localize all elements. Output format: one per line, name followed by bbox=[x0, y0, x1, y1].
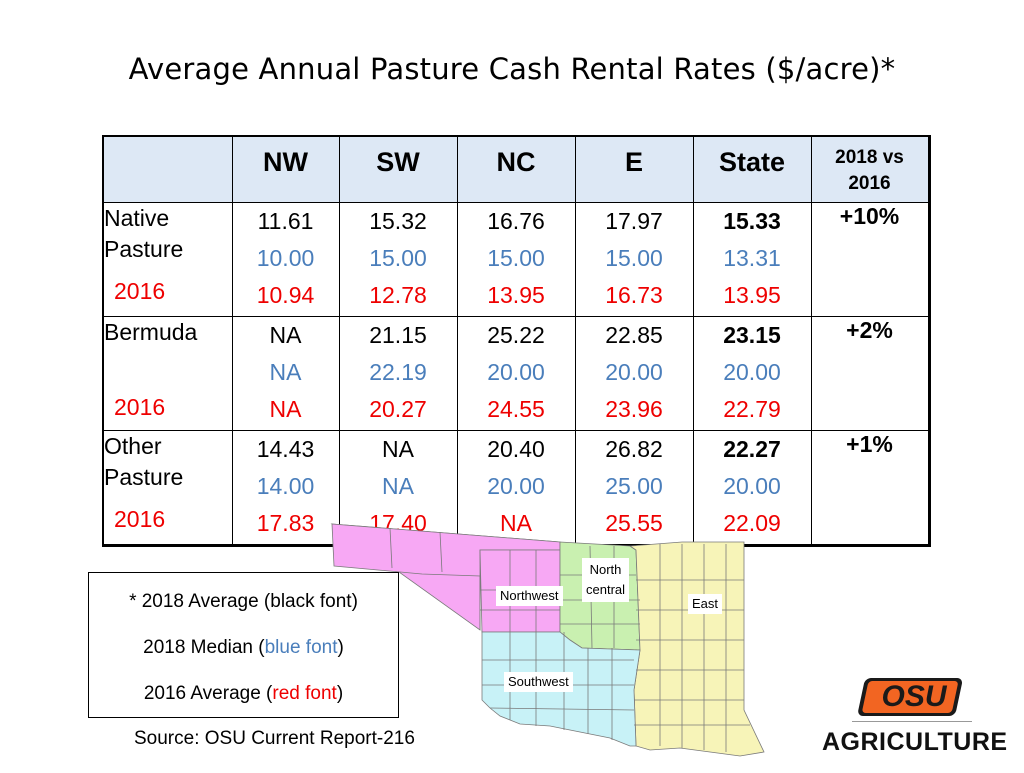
legend-box: * 2018 Average (black font) 2018 Median … bbox=[88, 572, 399, 718]
header-nw: NW bbox=[231, 135, 340, 203]
cell-sw: 15.32 15.00 12.78 bbox=[338, 201, 458, 317]
osu-logo-mark: OSU bbox=[858, 678, 963, 716]
logo-divider bbox=[852, 721, 972, 722]
cell-state: 22.27 20.00 22.09 bbox=[692, 429, 812, 546]
cell-nw: NA NA NA bbox=[231, 315, 340, 431]
legend-line-median-2018: 2018 Median (blue font) bbox=[143, 637, 344, 658]
legend-line-average-2018: * 2018 Average (black font) bbox=[129, 591, 358, 612]
map-label-north-central: North central bbox=[582, 558, 630, 602]
row-year: 2016 bbox=[114, 505, 166, 532]
row-year: 2016 bbox=[114, 393, 166, 420]
logo-wordmark: AGRICULTURE bbox=[822, 728, 1008, 756]
header-row: NW SW NC E State 2018 vs 2016 bbox=[102, 135, 930, 203]
osu-agriculture-logo: OSU AGRICULTURE bbox=[822, 668, 1008, 760]
cell-e: 17.97 15.00 16.73 bbox=[574, 201, 694, 317]
table-row-bermuda: Bermuda 2016 NA NA NA 21.15 22.19 20.27 … bbox=[102, 315, 930, 431]
page-title: Average Annual Pasture Cash Rental Rates… bbox=[128, 52, 896, 86]
header-2018-vs-2016: 2018 vs 2016 bbox=[810, 135, 930, 203]
map-label-east: East bbox=[688, 594, 723, 614]
row-year: 2016 bbox=[114, 277, 166, 304]
table-row-native-pasture: Native Pasture 2016 11.61 10.00 10.94 15… bbox=[102, 201, 930, 317]
oklahoma-region-map: Northwest North central East Southwest bbox=[330, 520, 770, 768]
header-state: State bbox=[692, 135, 812, 203]
rental-rates-table: NW SW NC E State 2018 vs 2016 Native Pas… bbox=[102, 135, 931, 547]
row-label: Native Pasture 2016 bbox=[102, 201, 233, 317]
header-nc: NC bbox=[456, 135, 576, 203]
cell-nc: 16.76 15.00 13.95 bbox=[456, 201, 576, 317]
cell-e: 26.82 25.00 25.55 bbox=[574, 429, 694, 546]
map-label-southwest: Southwest bbox=[504, 672, 573, 692]
cell-state: 15.33 13.31 13.95 bbox=[692, 201, 812, 317]
source-note: Source: OSU Current Report-216 bbox=[134, 728, 415, 749]
cell-nw: 11.61 10.00 10.94 bbox=[231, 201, 340, 317]
osu-logo-text: OSU bbox=[881, 680, 947, 713]
cell-nw: 14.43 14.00 17.83 bbox=[231, 429, 340, 546]
region-east bbox=[628, 541, 765, 757]
cell-change: +10% bbox=[810, 201, 930, 317]
cell-change: +1% bbox=[810, 429, 930, 546]
cell-state: 23.15 20.00 22.79 bbox=[692, 315, 812, 431]
cell-e: 22.85 20.00 23.96 bbox=[574, 315, 694, 431]
cell-sw: 21.15 22.19 20.27 bbox=[338, 315, 458, 431]
header-sw: SW bbox=[338, 135, 458, 203]
cell-nc: 25.22 20.00 24.55 bbox=[456, 315, 576, 431]
header-blank bbox=[102, 135, 233, 203]
row-label: Bermuda 2016 bbox=[102, 315, 233, 431]
row-label: Other Pasture 2016 bbox=[102, 429, 233, 546]
legend-line-average-2016: 2016 Average (red font) bbox=[143, 683, 344, 704]
header-e: E bbox=[574, 135, 694, 203]
map-label-northwest: Northwest bbox=[496, 586, 563, 606]
cell-change: +2% bbox=[810, 315, 930, 431]
